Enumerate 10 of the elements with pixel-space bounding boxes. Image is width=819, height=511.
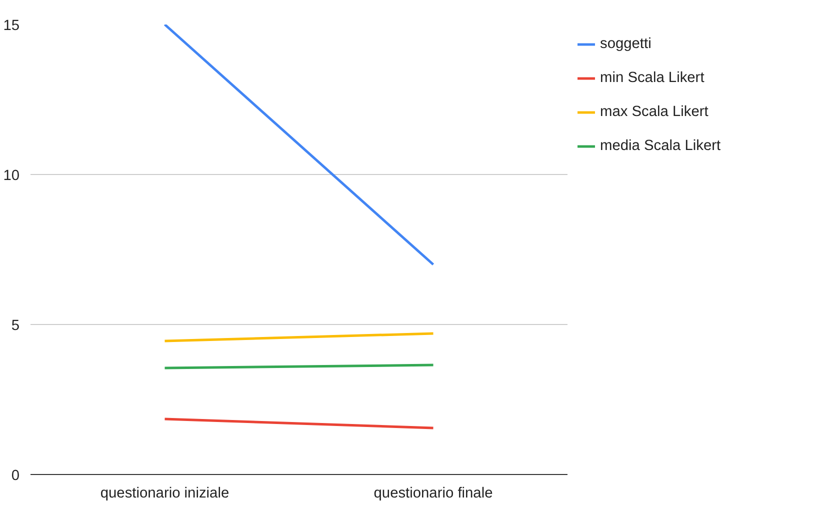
legend-label: media Scala Likert xyxy=(600,138,721,154)
y-tick-label: 5 xyxy=(11,318,20,334)
y-tick-label: 15 xyxy=(3,18,20,34)
x-tick-label: questionario finale xyxy=(374,486,493,502)
y-tick-label: 10 xyxy=(3,168,20,184)
y-tick-label: 0 xyxy=(11,468,20,484)
legend-label: max Scala Likert xyxy=(600,104,708,120)
x-tick-label: questionario iniziale xyxy=(100,486,230,502)
legend-label: min Scala Likert xyxy=(600,70,704,86)
legend-label: soggetti xyxy=(600,36,652,52)
